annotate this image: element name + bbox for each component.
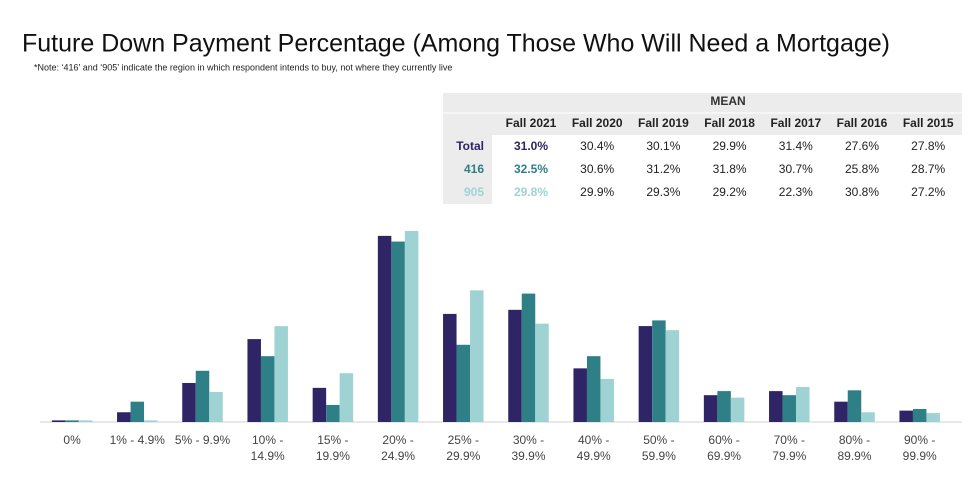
x-tick-label: 0% xyxy=(63,433,81,447)
bar xyxy=(470,290,484,422)
table-cell: 27.2% xyxy=(911,185,945,199)
bar xyxy=(508,309,522,422)
bar xyxy=(391,241,405,422)
x-tick-label: 25% - 29.9% xyxy=(446,433,481,463)
table-column-header: Fall 2020 xyxy=(572,116,623,130)
table-cell: 25.8% xyxy=(845,162,879,176)
table-label-bg xyxy=(443,135,492,204)
table-header: MEAN xyxy=(710,94,745,108)
bar xyxy=(130,401,145,422)
table-cell: 30.8% xyxy=(845,185,879,199)
bar xyxy=(51,420,66,422)
bar xyxy=(652,320,666,422)
table-column-header: Fall 2017 xyxy=(770,116,821,130)
bar xyxy=(260,356,275,422)
table-cell: 28.7% xyxy=(911,162,945,176)
x-tick-label: 40% - 49.9% xyxy=(576,433,611,463)
bar xyxy=(899,410,913,422)
bar xyxy=(926,413,940,422)
bar xyxy=(117,412,131,422)
bar xyxy=(796,387,810,422)
bar xyxy=(573,368,587,422)
table-cell: 32.5% xyxy=(514,162,548,176)
table-cell: 27.6% xyxy=(845,139,879,153)
bar xyxy=(209,391,223,422)
bar xyxy=(703,395,718,422)
table-cell: 29.2% xyxy=(713,185,747,199)
bar xyxy=(586,356,601,422)
table-row-label: 416 xyxy=(464,162,484,176)
table-column-header: Fall 2015 xyxy=(903,116,954,130)
x-tick-label: 70% - 79.9% xyxy=(772,433,807,463)
bar xyxy=(521,293,536,422)
x-tick-label: 20% - 24.9% xyxy=(381,433,416,463)
x-tick-label: 1% - 4.9% xyxy=(109,433,165,447)
table-cell: 31.8% xyxy=(713,162,747,176)
bar xyxy=(730,397,745,422)
bar xyxy=(339,373,354,422)
table-cell: 22.3% xyxy=(779,185,813,199)
bar xyxy=(78,420,93,422)
table-cell: 30.6% xyxy=(580,162,614,176)
bar xyxy=(274,326,288,422)
table-column-header: Fall 2019 xyxy=(638,116,689,130)
bar xyxy=(912,408,927,422)
table-column-header: Fall 2016 xyxy=(837,116,888,130)
table-cell: 29.8% xyxy=(514,185,548,199)
chart-subtitle: *Note: ‘416’ and ‘905’ indicate the regi… xyxy=(34,62,452,72)
table-cell: 27.8% xyxy=(911,139,945,153)
x-tick-label: 60% - 69.9% xyxy=(707,433,742,463)
x-tick-label: 90% - 99.9% xyxy=(902,433,937,463)
x-tick-label: 15% - 19.9% xyxy=(315,433,350,463)
bar xyxy=(861,412,875,422)
table-cell: 30.1% xyxy=(646,139,680,153)
bar xyxy=(665,330,680,422)
x-tick-label: 30% - 39.9% xyxy=(511,433,546,463)
bar xyxy=(535,323,549,422)
bar xyxy=(182,382,196,422)
bar xyxy=(247,339,261,422)
bar xyxy=(312,387,327,422)
x-tick-label: 80% - 89.9% xyxy=(837,433,872,463)
bar xyxy=(65,420,79,422)
table-cell: 31.2% xyxy=(646,162,680,176)
bar xyxy=(443,313,457,422)
table-cell: 29.9% xyxy=(580,185,614,199)
bar xyxy=(769,391,783,422)
x-tick-label: 5% - 9.9% xyxy=(174,433,231,447)
table-cell: 29.9% xyxy=(713,139,747,153)
bar xyxy=(782,395,797,422)
bar xyxy=(638,326,653,422)
bar xyxy=(847,390,862,422)
bar xyxy=(377,235,392,422)
table-column-header: Fall 2021 xyxy=(506,116,557,130)
table-cell: 29.3% xyxy=(646,185,680,199)
table-row-label: 905 xyxy=(464,185,484,199)
table-cell: 31.0% xyxy=(514,139,548,153)
chart-title: Future Down Payment Percentage (Among Th… xyxy=(22,30,890,58)
bar xyxy=(326,404,340,422)
table-cell: 31.4% xyxy=(779,139,813,153)
bar xyxy=(144,420,158,422)
bar xyxy=(834,401,848,422)
bar xyxy=(717,391,731,422)
bar xyxy=(600,378,614,422)
bar xyxy=(456,344,471,422)
table-column-header: Fall 2018 xyxy=(704,116,755,130)
x-tick-label: 10% - 14.9% xyxy=(250,433,285,463)
table-header-bg xyxy=(443,93,962,135)
table-cell: 30.7% xyxy=(779,162,813,176)
x-tick-label: 50% - 59.9% xyxy=(641,433,676,463)
table-row-label: Total xyxy=(456,139,484,153)
bar xyxy=(404,231,419,422)
bar xyxy=(195,370,210,422)
table-cell: 30.4% xyxy=(580,139,614,153)
